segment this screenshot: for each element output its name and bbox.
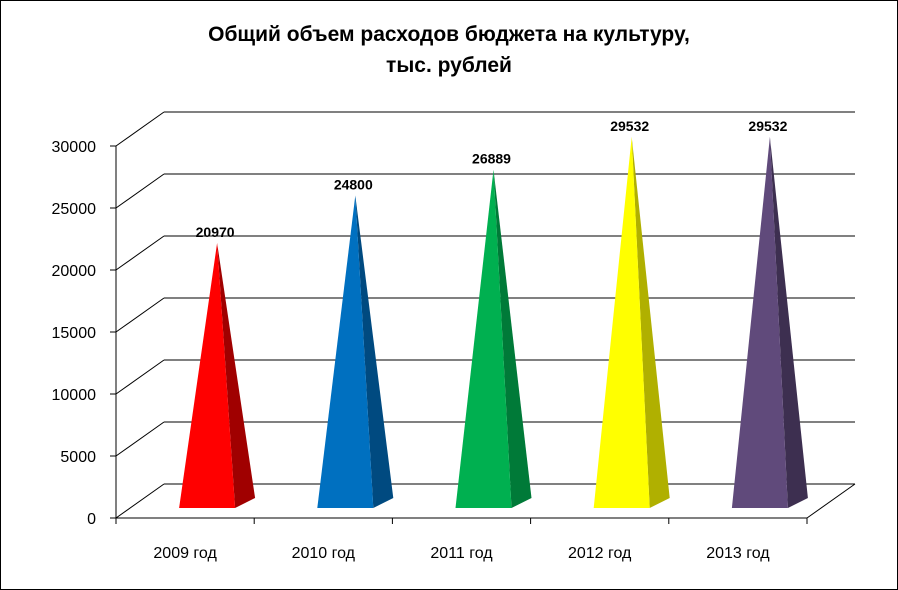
y-tick-label-5: 25000 [52,201,97,218]
grid-side-5 [115,173,165,209]
pyramid-side-3 [631,136,670,508]
grid-side-2 [115,359,165,395]
pyramid-4 [731,136,788,508]
y-tick-label-1: 5000 [60,449,96,466]
y-tick-label-4: 20000 [52,263,97,280]
pyramid-side-4 [769,136,808,508]
x-tick-label-2: 2011 год [430,545,493,562]
data-label-3: 29532 [610,118,649,134]
data-label-1: 24800 [334,176,373,192]
chart-title-line-2: тыс. рублей [386,54,512,77]
grid-side-6 [115,111,165,147]
y-tick-label-6: 30000 [52,139,97,156]
x-tick-label-0: 2009 год [153,545,217,562]
grid-side-1 [115,421,165,457]
data-label-4: 29532 [748,118,787,134]
y-tick-label-2: 10000 [52,387,97,404]
x-tick-label-3: 2012 год [568,545,632,562]
pyramid-3 [593,136,650,508]
data-label-2: 26889 [472,151,511,167]
data-label-0: 20970 [196,224,235,240]
pyramid-side-2 [493,169,532,508]
chart-title-line-1: Общий объем расходов бюджета на культуру… [208,23,690,46]
pyramid-side-1 [355,195,394,509]
floor-right-edge [806,483,856,519]
pyramid-2 [455,169,512,508]
grid-side-0 [115,483,165,519]
pyramid-1 [317,195,374,509]
chart-title: Общий объем расходов бюджета на культуру… [1,19,897,81]
y-tick-label-3: 15000 [52,325,97,342]
grid-side-4 [115,235,165,271]
pyramid-side-0 [217,242,256,509]
x-tick-label-1: 2010 год [292,545,356,562]
y-tick-label-0: 0 [87,511,96,528]
x-tick-label-4: 2013 год [706,545,770,562]
grid-side-3 [115,297,165,333]
pyramid-0 [179,242,236,509]
